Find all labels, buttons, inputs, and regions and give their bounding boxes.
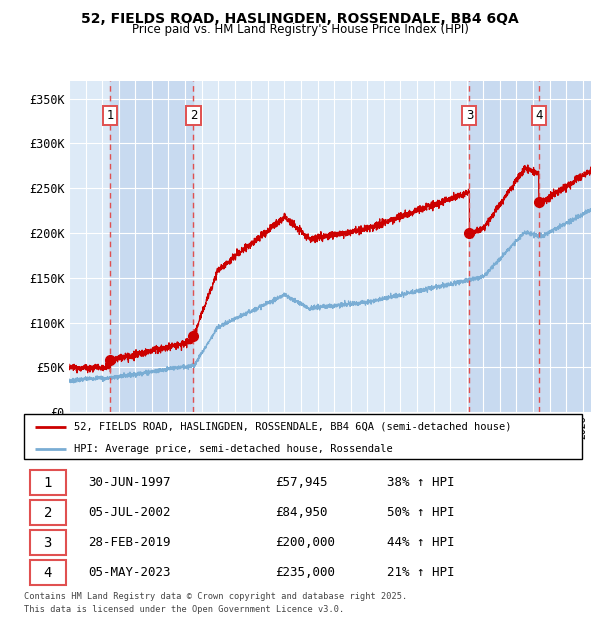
Text: 05-MAY-2023: 05-MAY-2023 xyxy=(88,566,170,579)
Text: This data is licensed under the Open Government Licence v3.0.: This data is licensed under the Open Gov… xyxy=(24,604,344,614)
Text: 30-JUN-1997: 30-JUN-1997 xyxy=(88,476,170,489)
Text: 52, FIELDS ROAD, HASLINGDEN, ROSSENDALE, BB4 6QA (semi-detached house): 52, FIELDS ROAD, HASLINGDEN, ROSSENDALE,… xyxy=(74,422,512,432)
Text: Contains HM Land Registry data © Crown copyright and database right 2025.: Contains HM Land Registry data © Crown c… xyxy=(24,592,407,601)
Bar xyxy=(570,81,591,412)
Text: 4: 4 xyxy=(44,565,52,580)
Text: 28-FEB-2019: 28-FEB-2019 xyxy=(88,536,170,549)
Text: 3: 3 xyxy=(466,109,473,122)
Text: £235,000: £235,000 xyxy=(275,566,335,579)
Text: 21% ↑ HPI: 21% ↑ HPI xyxy=(387,566,454,579)
Text: 50% ↑ HPI: 50% ↑ HPI xyxy=(387,507,454,519)
Text: 2: 2 xyxy=(44,506,52,520)
FancyBboxPatch shape xyxy=(29,500,66,525)
Text: 1: 1 xyxy=(44,476,52,490)
FancyBboxPatch shape xyxy=(29,560,66,585)
Text: 05-JUL-2002: 05-JUL-2002 xyxy=(88,507,170,519)
Text: £84,950: £84,950 xyxy=(275,507,328,519)
Text: 44% ↑ HPI: 44% ↑ HPI xyxy=(387,536,454,549)
Text: Price paid vs. HM Land Registry's House Price Index (HPI): Price paid vs. HM Land Registry's House … xyxy=(131,23,469,36)
Text: 52, FIELDS ROAD, HASLINGDEN, ROSSENDALE, BB4 6QA: 52, FIELDS ROAD, HASLINGDEN, ROSSENDALE,… xyxy=(81,12,519,27)
Text: £57,945: £57,945 xyxy=(275,476,328,489)
Bar xyxy=(110,81,193,412)
FancyBboxPatch shape xyxy=(29,471,66,495)
Text: 3: 3 xyxy=(44,536,52,550)
Text: 2: 2 xyxy=(190,109,197,122)
FancyBboxPatch shape xyxy=(29,530,66,555)
Text: HPI: Average price, semi-detached house, Rossendale: HPI: Average price, semi-detached house,… xyxy=(74,444,393,454)
Bar xyxy=(469,81,570,412)
Text: £200,000: £200,000 xyxy=(275,536,335,549)
Text: 1: 1 xyxy=(107,109,114,122)
Text: 38% ↑ HPI: 38% ↑ HPI xyxy=(387,476,454,489)
Text: 4: 4 xyxy=(535,109,542,122)
